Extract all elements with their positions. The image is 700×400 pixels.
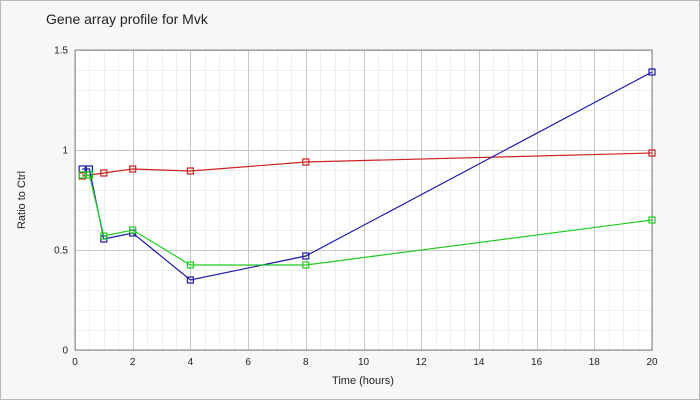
data-point-marker bbox=[648, 149, 656, 157]
data-point-marker bbox=[100, 169, 108, 177]
x-tick-label: 2 bbox=[130, 357, 136, 368]
x-tick-label: 20 bbox=[646, 357, 658, 368]
data-point-marker bbox=[78, 171, 86, 179]
y-tick-label: 0 bbox=[62, 346, 68, 357]
data-point-marker bbox=[186, 167, 194, 175]
y-tick-label: 1.5 bbox=[54, 46, 68, 57]
x-tick-label: 10 bbox=[358, 357, 370, 368]
x-tick-label: 12 bbox=[416, 357, 428, 368]
data-point-marker bbox=[648, 216, 656, 224]
data-point-marker bbox=[85, 171, 94, 179]
y-axis-ticks: 0 0.5 1 1.5 bbox=[54, 46, 68, 357]
data-point-marker bbox=[186, 261, 194, 269]
chart-title: Gene array profile for Mvk bbox=[46, 11, 208, 27]
x-tick-label: 16 bbox=[531, 357, 543, 368]
y-tick-label: 0.5 bbox=[54, 246, 68, 257]
x-tick-label: 18 bbox=[589, 357, 601, 368]
data-point-marker bbox=[302, 252, 310, 260]
data-point-marker bbox=[648, 68, 656, 76]
data-point-marker bbox=[129, 226, 137, 234]
data-point-marker bbox=[302, 158, 310, 166]
data-point-marker bbox=[129, 165, 137, 173]
data-point-marker bbox=[302, 261, 310, 269]
x-axis-ticks: 0 2 4 6 8 10 12 14 16 18 20 bbox=[72, 357, 658, 368]
x-tick-label: 8 bbox=[303, 357, 309, 368]
series-line bbox=[82, 174, 653, 266]
x-tick-label: 14 bbox=[473, 357, 485, 368]
y-tick-label: 1 bbox=[62, 146, 68, 157]
series-layer bbox=[78, 68, 656, 284]
x-tick-label: 6 bbox=[245, 357, 251, 368]
plot-area bbox=[75, 50, 652, 350]
data-point-marker bbox=[100, 232, 108, 240]
plot-border bbox=[74, 49, 653, 351]
x-tick-label: 0 bbox=[72, 357, 78, 368]
y-axis-label: Ratio to Ctrl bbox=[16, 171, 28, 229]
x-tick-label: 4 bbox=[188, 357, 194, 368]
x-axis-label: Time (hours) bbox=[332, 375, 394, 387]
data-point-marker bbox=[186, 276, 194, 284]
